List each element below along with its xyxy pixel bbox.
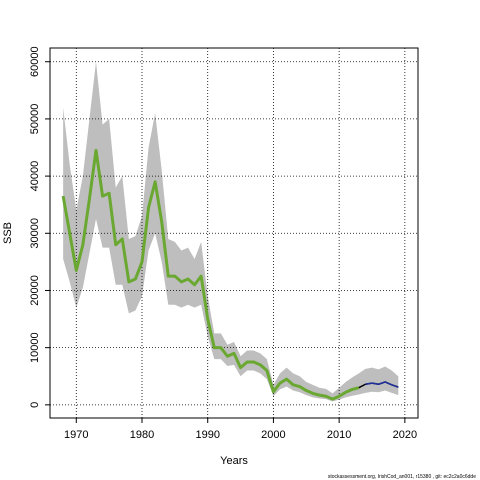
- x-tick-label: 2010: [327, 429, 351, 441]
- y-tick-label: 60000: [29, 46, 41, 77]
- y-tick-label: 50000: [29, 104, 41, 135]
- y-axis-label: SSB: [2, 222, 14, 244]
- y-tick-label: 0: [29, 402, 41, 408]
- confidence-band: [63, 61, 399, 402]
- y-tick-label: 40000: [29, 161, 41, 192]
- y-tick-label: 20000: [29, 275, 41, 306]
- y-tick-label: 30000: [29, 218, 41, 249]
- footnote: stockassessment.org, IrishCod_an001, r15…: [328, 474, 476, 480]
- y-tick-label: 10000: [29, 332, 41, 363]
- series-line: [365, 381, 399, 388]
- series-line: [61, 148, 360, 401]
- x-tick-label: 1990: [195, 429, 219, 441]
- x-tick-label: 1970: [64, 429, 88, 441]
- x-axis-label: Years: [220, 455, 248, 467]
- x-tick-label: 2020: [393, 429, 417, 441]
- x-tick-label: 1980: [130, 429, 154, 441]
- x-tick-label: 2000: [261, 429, 285, 441]
